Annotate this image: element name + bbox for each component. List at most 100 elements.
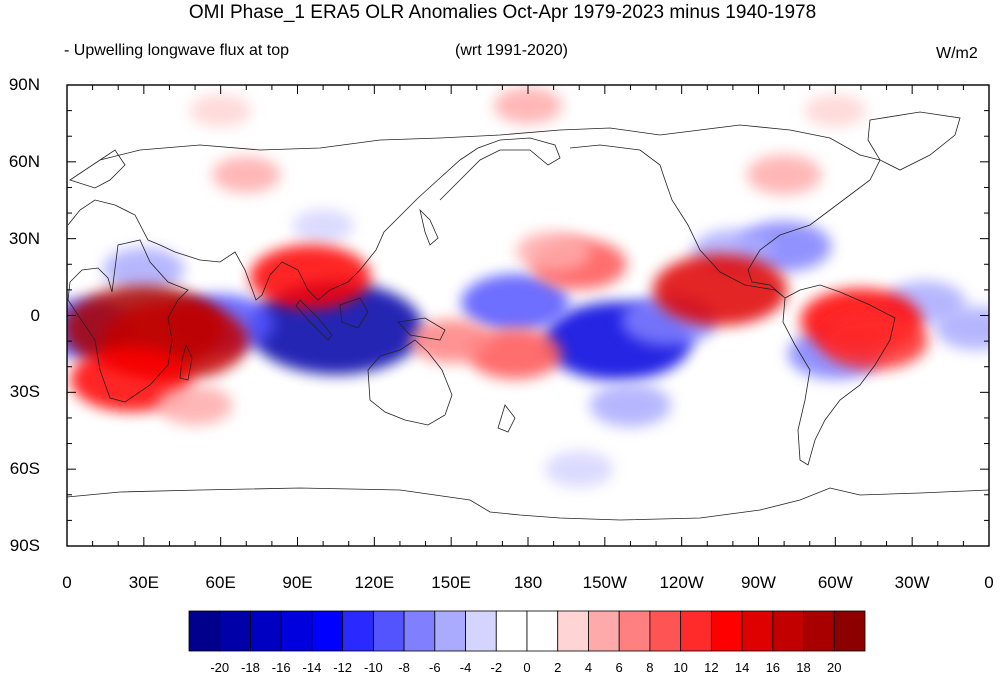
colorbar-label-18: 16: [765, 660, 781, 675]
axis-ticks: [66, 84, 990, 547]
colorbar-label-10: 0: [523, 660, 531, 675]
anomaly-blob-28: [189, 94, 252, 128]
colorbar-label-2: -16: [271, 660, 291, 675]
anomaly-blob-30: [212, 156, 281, 193]
anomaly-blob-21: [819, 312, 928, 370]
lon-label-11: 30W: [894, 573, 930, 592]
coast-new-guinea: [397, 317, 446, 341]
colorbar-swatch-0: [188, 610, 221, 652]
lon-label-10: 60W: [817, 573, 853, 592]
coast-madagascar: [179, 343, 193, 381]
colorbar-swatch-19: [772, 610, 804, 652]
lat-label-1: 60N: [8, 151, 40, 171]
colorbar-label-16: 12: [704, 660, 719, 675]
colorbar-label-1: -18: [241, 660, 260, 675]
coast-eurasia: [67, 137, 561, 301]
colorbar-swatch-17: [710, 610, 743, 652]
coast-north-america: [559, 124, 881, 299]
colorbar-label-20: 20: [827, 660, 842, 675]
chart-title: OMI Phase_1 ERA5 OLR Anomalies Oct-Apr 1…: [188, 2, 817, 23]
anomaly-blob-17: [70, 347, 192, 412]
colorbar-swatch-21: [833, 610, 866, 652]
colorbar-label-5: -10: [363, 660, 383, 675]
colorbar-swatch-11: [526, 610, 559, 652]
colorbar-swatch-15: [649, 610, 682, 652]
lon-label-9: 90W: [741, 573, 776, 592]
colorbar-swatch-5: [342, 610, 374, 652]
lon-label-0: 0: [62, 573, 72, 592]
colorbar-label-11: 2: [554, 660, 562, 675]
lon-label-7: 150W: [582, 573, 628, 592]
coast-scandinavia: [69, 149, 126, 189]
colorbar-swatch-1: [219, 610, 251, 652]
colorbar-swatch-9: [465, 610, 497, 652]
colorbar-label-6: -8: [398, 660, 410, 675]
coast-antarctica: [67, 487, 989, 521]
units-label: W/m2: [936, 45, 978, 62]
anomaly-blob-13: [545, 450, 614, 488]
coast-north-eurasia: [99, 129, 561, 161]
coast-japan: [419, 208, 439, 246]
anomaly-blob-23: [410, 319, 492, 363]
lat-label-5: 60S: [9, 459, 40, 479]
colorbar-label-13: 6: [615, 660, 623, 675]
colorbar-label-15: 10: [673, 660, 688, 675]
colorbar-swatch-8: [434, 610, 466, 652]
anomaly-blob-31: [746, 154, 822, 195]
colorbar: [188, 610, 866, 652]
coastlines: [67, 111, 989, 521]
lon-label-12: 0: [984, 573, 994, 592]
colorbar-swatch-3: [280, 610, 313, 652]
lon-label-2: 60E: [205, 573, 236, 592]
lon-label-5: 150E: [431, 573, 472, 592]
lat-label-4: 30S: [9, 382, 40, 402]
lat-label-0: 90N: [8, 75, 40, 94]
colorbar-label-19: 18: [796, 660, 811, 675]
colorbar-swatch-16: [680, 610, 712, 652]
colorbar-swatch-7: [403, 610, 436, 652]
anomaly-field: [67, 87, 989, 488]
coast-africa: [67, 239, 189, 403]
colorbar-swatch-13: [588, 610, 620, 652]
anomaly-blob-10: [935, 306, 989, 351]
lon-label-4: 120E: [354, 573, 395, 592]
colorbar-label-7: -6: [429, 660, 441, 675]
reference-period-subtitle: (wrt 1991-2020): [455, 42, 568, 59]
variable-subtitle: - Upwelling longwave flux at top: [64, 42, 290, 59]
anomaly-blob-18: [249, 244, 371, 310]
anomaly-blob-27: [493, 87, 563, 124]
lon-label-8: 120W: [659, 573, 704, 592]
lat-label-2: 30N: [8, 228, 40, 248]
colorbar-label-4: -12: [333, 660, 353, 675]
colorbar-swatch-14: [618, 610, 651, 652]
colorbar-label-9: -2: [490, 660, 503, 675]
lat-label-3: 0: [30, 305, 40, 325]
colorbar-label-12: 4: [584, 660, 593, 675]
anomaly-blob-26: [157, 385, 233, 426]
colorbar-label-14: 8: [646, 660, 654, 675]
coast-borneo: [339, 297, 369, 329]
coast-australia: [367, 339, 453, 426]
colorbar-swatch-10: [495, 610, 528, 652]
anomaly-blob-19: [652, 254, 788, 326]
coast-greenland: [867, 111, 961, 171]
colorbar-label-8: -4: [459, 660, 472, 675]
anomaly-blob-25: [516, 231, 592, 272]
lat-label-6: 90S: [9, 536, 40, 555]
lon-label-6: 180: [513, 573, 543, 592]
lon-label-1: 30E: [128, 573, 159, 592]
lon-label-3: 90E: [282, 573, 313, 592]
colorbar-swatch-4: [311, 610, 344, 652]
anomaly-blob-14: [292, 209, 355, 243]
colorbar-label-0: -20: [210, 660, 230, 675]
colorbar-swatch-12: [557, 610, 589, 652]
coast-new-zealand: [497, 404, 516, 433]
coast-sumatra: [295, 299, 333, 341]
colorbar-swatch-2: [250, 610, 282, 652]
colorbar-label-17: 14: [734, 660, 750, 675]
coast-south-america: [782, 284, 896, 466]
anomaly-blob-2: [461, 273, 570, 332]
colorbar-swatch-18: [741, 610, 774, 652]
colorbar-label-3: -14: [302, 660, 322, 675]
